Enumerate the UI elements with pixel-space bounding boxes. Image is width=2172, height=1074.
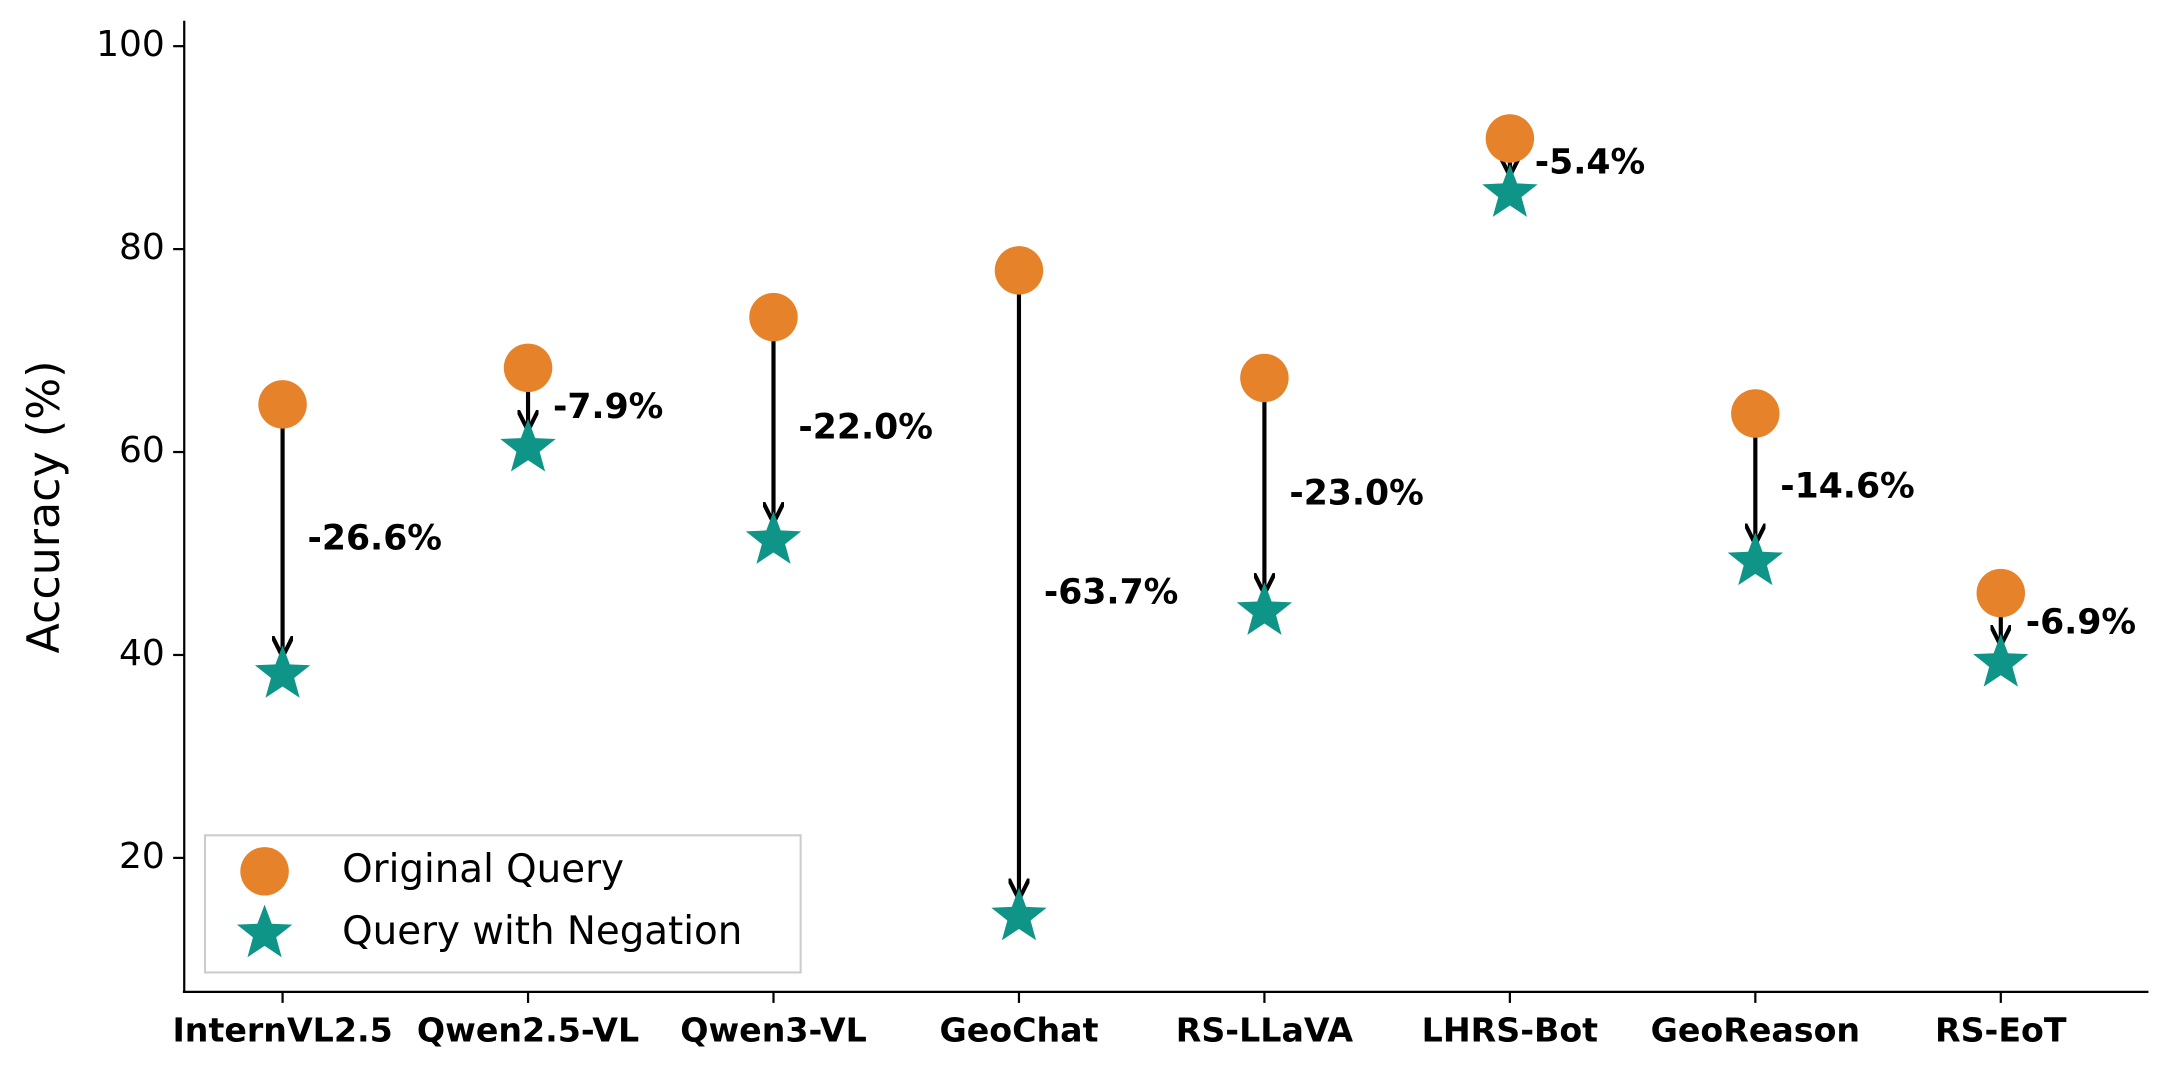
y-tick-label: 100 <box>96 24 165 65</box>
change-label: -14.6% <box>1780 467 1915 507</box>
original-point <box>258 380 307 429</box>
x-tick-label: InternVL2.5 <box>172 1011 392 1050</box>
original-point <box>1976 568 2026 618</box>
original-point <box>994 246 1044 295</box>
legend-marker <box>236 904 293 958</box>
legend-marker <box>240 847 289 896</box>
negation-point <box>1727 532 1783 586</box>
negation-point <box>500 418 556 472</box>
change-label: -26.6% <box>308 518 443 558</box>
negation-point <box>991 887 1047 941</box>
original-point <box>1240 353 1289 403</box>
y-tick-label: 80 <box>119 227 165 268</box>
original-point <box>1731 389 1780 438</box>
x-tick-label: RS-EoT <box>1935 1011 2067 1050</box>
negation-point <box>1236 582 1293 635</box>
y-tick-label: 40 <box>119 633 165 674</box>
x-tick-label: LHRS-Bot <box>1422 1011 1598 1050</box>
change-label: -7.9% <box>553 387 663 427</box>
y-tick-label: 20 <box>119 836 165 877</box>
change-label: -5.4% <box>1535 142 1645 182</box>
x-tick-label: GeoReason <box>1651 1011 1860 1050</box>
change-label: -63.7% <box>1044 573 1179 613</box>
x-tick-label: GeoChat <box>939 1011 1098 1050</box>
legend-label: Query with Negation <box>342 909 742 954</box>
x-tick-label: RS-LLaVA <box>1176 1011 1354 1050</box>
negation-point <box>1482 164 1538 217</box>
negation-point <box>1973 633 2029 687</box>
original-point <box>1485 114 1535 163</box>
change-label: -23.0% <box>1289 474 1424 514</box>
x-tick-label: Qwen3-VL <box>680 1011 867 1050</box>
negation-point <box>745 511 802 564</box>
y-tick-label: 60 <box>119 430 165 471</box>
original-point <box>749 292 798 342</box>
change-label: -6.9% <box>2026 603 2136 643</box>
legend-label: Original Query <box>342 847 624 892</box>
negation-point <box>254 645 311 698</box>
legend-box <box>203 834 802 974</box>
y-axis-label: Accuracy (%) <box>19 360 70 653</box>
change-label: -22.0% <box>798 408 933 448</box>
original-point <box>503 343 553 393</box>
x-tick-label: Qwen2.5-VL <box>417 1011 639 1050</box>
